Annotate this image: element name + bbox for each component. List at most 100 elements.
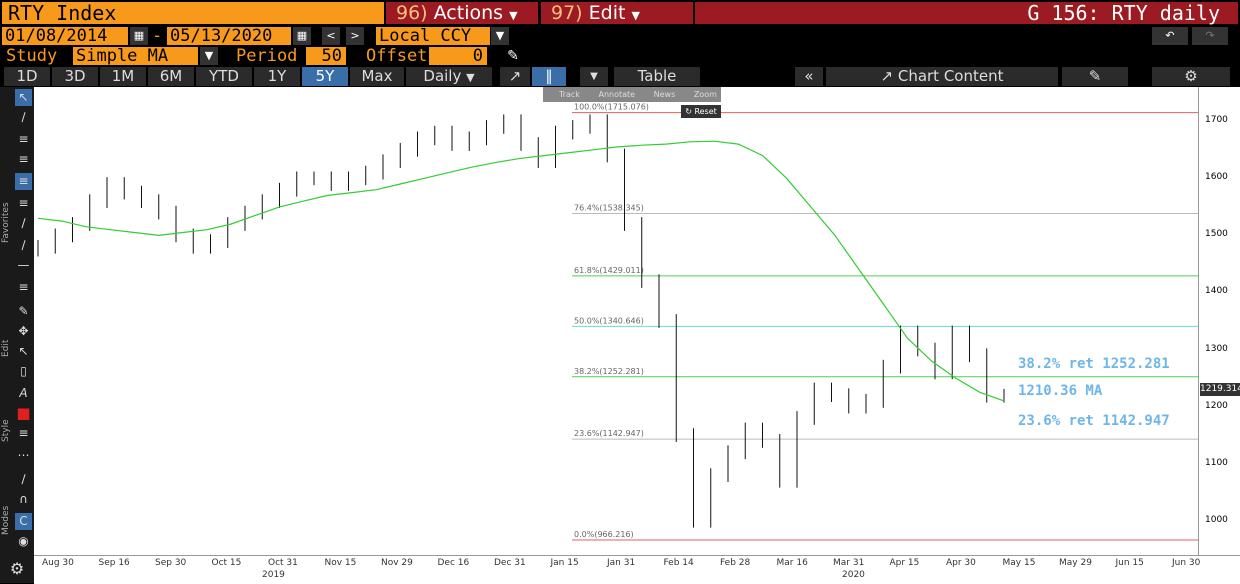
y-tick-label: 1000 — [1205, 514, 1228, 525]
left-toolbar: Favorites Edit Style Modes ↖ ∕ ≡ ≡ ≡ ≡ ∕… — [0, 87, 34, 583]
dropdown-arrow-icon: ▼ — [509, 9, 518, 22]
header-bar: RTY Index 96) Actions ▼ 97) Edit ▼ G 156… — [0, 0, 1240, 26]
actions-number: 96) — [396, 2, 428, 24]
study-bar: Study Simple MA ▼ Period 50 Offset 0 ✎ — [0, 46, 1240, 66]
magic-icon[interactable]: ∕ — [21, 472, 26, 486]
price-chart[interactable]: 100.0%(1715.076) 76.4%(1538.345) 61.8%(142… — [34, 87, 1198, 555]
y-tick-label: 1300 — [1205, 343, 1228, 354]
pencil-icon[interactable]: ✎ — [504, 47, 522, 65]
ma-line — [37, 140, 1005, 402]
tab-max[interactable]: Max — [350, 67, 404, 86]
calendar-icon[interactable]: ▦ — [130, 27, 148, 45]
x-axis: Aug 30 Sep 16 Sep 30 Oct 15 Oct 31 Nov 15 Nov … — [34, 555, 1240, 584]
move-icon[interactable]: ✥ — [18, 324, 29, 338]
hline-icon[interactable]: — — [17, 258, 30, 272]
channel-icon[interactable]: ≡ — [18, 280, 29, 294]
gear-icon[interactable]: ⚙ — [0, 555, 34, 583]
table-button[interactable]: Table — [614, 67, 700, 86]
x-tick-label: Mar 16 — [776, 558, 808, 568]
tool-news[interactable]: News — [653, 90, 676, 99]
magnet-icon[interactable]: ∩ — [19, 492, 28, 506]
security-field[interactable]: RTY Index — [2, 2, 384, 24]
x-tick-label: Oct 31 — [268, 558, 298, 568]
y-tick-label: 1100 — [1205, 457, 1228, 468]
ray-icon[interactable]: ∕ — [21, 238, 26, 252]
tool-zoom[interactable]: Zoom — [693, 90, 717, 99]
calendar-icon[interactable]: ▦ — [293, 27, 311, 45]
x-tick-label: Sep 30 — [155, 558, 187, 568]
tab-1m[interactable]: 1M — [100, 67, 146, 86]
pitchfork-icon[interactable]: ≡ — [18, 196, 29, 210]
fib-retracement-icon[interactable]: ≡ — [15, 173, 32, 190]
fib-label-5: 23.6%(1142.947) — [574, 429, 644, 438]
x-tick-label: Aug 30 — [42, 558, 74, 568]
gear-icon[interactable]: ⚙ — [1152, 67, 1230, 86]
x-tick-label: Jun 30 — [1172, 558, 1201, 568]
study-label: Study — [6, 46, 58, 66]
end-date-field[interactable]: 05/13/2020 — [167, 27, 291, 45]
pen-icon[interactable]: ✎ — [18, 304, 29, 318]
edit-menu[interactable]: 97) Edit ▼ — [541, 2, 693, 24]
frequency-select[interactable]: Daily ▼ — [406, 67, 492, 86]
reset-button[interactable]: ↻ Reset — [681, 105, 721, 118]
frequency-label: Daily — [423, 67, 462, 85]
offset-label: Offset — [366, 46, 428, 66]
period-field[interactable]: 50 — [306, 47, 346, 65]
x-tick-label: Apr 15 — [889, 558, 920, 568]
color-icon[interactable]: ■ — [16, 404, 31, 422]
line-style-icon[interactable]: ⋯ — [17, 448, 30, 462]
edit-number: 97) — [551, 2, 583, 24]
tab-ytd[interactable]: YTD — [196, 67, 252, 86]
line-chart-icon[interactable]: ↗ — [500, 67, 530, 86]
prev-arrow-icon[interactable]: < — [322, 27, 340, 45]
tab-1d[interactable]: 1D — [4, 67, 50, 86]
trendline-icon[interactable]: ∕ — [21, 216, 26, 230]
undo-icon[interactable]: ↶ — [1152, 27, 1188, 45]
refresh-icon: ↻ — [685, 107, 692, 116]
bar-chart-icon[interactable]: ∥ — [532, 67, 566, 86]
x-tick-label: Jun 15 — [1115, 558, 1144, 568]
chart-panel[interactable]: 100.0%(1715.076) 76.4%(1538.345) 61.8%(142… — [34, 87, 1198, 555]
x-tick-label: May 29 — [1059, 558, 1092, 568]
actions-menu[interactable]: 96) Actions ▼ — [386, 2, 538, 24]
offset-field[interactable]: 0 — [429, 47, 487, 65]
study-select[interactable]: Simple MA — [73, 47, 198, 65]
trash-icon[interactable]: ▯ — [20, 364, 27, 378]
y-tick-label: 1200 — [1205, 400, 1228, 411]
fib-fan-icon[interactable]: ≡ — [18, 152, 29, 166]
select-icon[interactable]: ↖ — [18, 344, 29, 358]
start-date-field[interactable]: 01/08/2014 — [2, 27, 128, 45]
x-tick-label: Feb 14 — [663, 558, 694, 568]
fib-icon[interactable]: ≡ — [18, 132, 29, 146]
edit-chart-icon[interactable]: ✎ — [1062, 67, 1128, 86]
tool-annotate[interactable]: Annotate — [598, 90, 636, 99]
x-tick-label: Mar 31 — [833, 558, 865, 568]
chevron-down-icon[interactable]: ▼ — [580, 67, 608, 86]
year-label: 2019 — [262, 570, 285, 580]
mini-toolbar: Track Annotate News Zoom — [543, 87, 721, 102]
tab-3d[interactable]: 3D — [52, 67, 98, 86]
year-label: 2020 — [842, 570, 865, 580]
chart-content-icon: ↗ — [880, 67, 894, 85]
fib-382-annotation: 38.2% ret 1252.281 — [1018, 356, 1170, 372]
cursor-icon[interactable]: ↖ — [15, 89, 32, 106]
redo-icon[interactable]: ↷ — [1192, 27, 1228, 45]
tab-6m[interactable]: 6M — [148, 67, 194, 86]
palette-icon[interactable]: ◉ — [18, 534, 29, 548]
snap-icon[interactable]: C — [15, 513, 32, 530]
tab-5y[interactable]: 5Y — [302, 67, 348, 86]
chevron-down-icon[interactable]: ▼ — [200, 47, 218, 65]
fib-236-annotation: 23.6% ret 1142.947 — [1018, 413, 1170, 429]
currency-select[interactable]: Local CCY — [376, 27, 490, 45]
x-tick-label: Dec 16 — [437, 558, 470, 568]
text-icon[interactable]: A — [19, 386, 28, 400]
draw-line-icon[interactable]: ∕ — [21, 110, 26, 124]
reset-label: Reset — [694, 107, 717, 116]
chevron-down-icon[interactable]: ▼ — [491, 27, 509, 45]
collapse-icon[interactable]: « — [795, 67, 823, 86]
tool-track[interactable]: Track — [559, 90, 580, 99]
tab-1y[interactable]: 1Y — [254, 67, 300, 86]
chart-content-button[interactable]: ↗ Chart Content — [826, 67, 1058, 86]
next-arrow-icon[interactable]: > — [346, 27, 364, 45]
line-width-icon[interactable]: ≡ — [18, 426, 29, 440]
